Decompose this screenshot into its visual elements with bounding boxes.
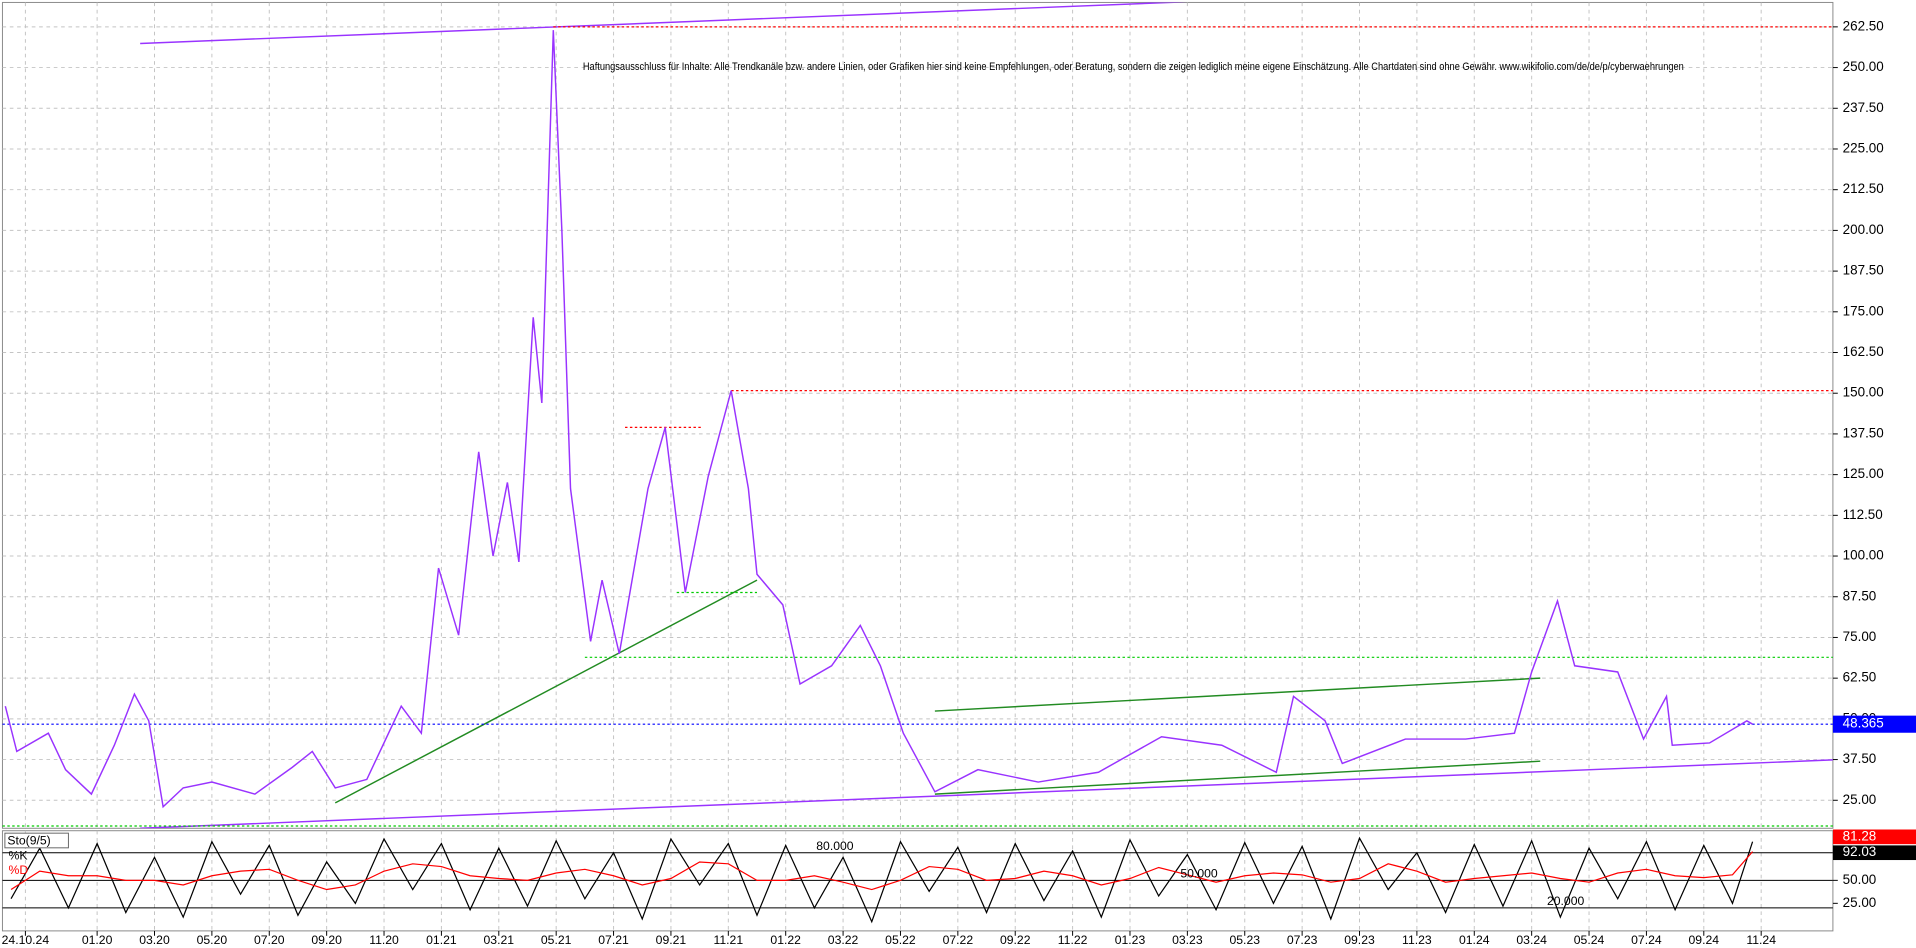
x-tick-label: 24.10.24 bbox=[2, 933, 50, 947]
series-line bbox=[10, 851, 1754, 891]
value-label: 81.28 bbox=[1843, 828, 1877, 843]
legend-k: %K bbox=[9, 849, 28, 863]
y-tick-label: 62.50 bbox=[1843, 670, 1877, 685]
x-tick-label: 01.23 bbox=[1115, 933, 1146, 947]
x-tick-label: 03.21 bbox=[484, 933, 515, 947]
x-tick-label: 11.21 bbox=[713, 933, 743, 947]
level-label: 80.000 bbox=[816, 839, 854, 853]
y-tick-label: 162.50 bbox=[1843, 344, 1884, 359]
trend-line bbox=[140, 2, 1188, 45]
x-tick-label: 07.20 bbox=[254, 933, 285, 947]
x-tick-label: 09.23 bbox=[1344, 933, 1375, 947]
y-tick-label: 262.50 bbox=[1843, 18, 1884, 33]
level-label: 50.000 bbox=[1180, 866, 1218, 880]
x-tick-label: 01.24 bbox=[1459, 933, 1490, 947]
y-tick-label: 25.00 bbox=[1843, 792, 1877, 807]
y-tick-label: 175.00 bbox=[1843, 303, 1884, 318]
x-tick-label: 07.24 bbox=[1631, 933, 1662, 947]
x-tick-label: 05.24 bbox=[1574, 933, 1605, 947]
trend-line bbox=[934, 677, 1541, 712]
y-tick-label: 125.00 bbox=[1843, 466, 1884, 481]
x-tick-label: 05.22 bbox=[885, 933, 916, 947]
y-tick-label: 87.50 bbox=[1843, 588, 1877, 603]
disclaimer: Haftungsausschluss für Inhalte: Alle Tre… bbox=[583, 61, 1684, 73]
indicator-title: Sto(9/5) bbox=[7, 833, 50, 847]
value-box bbox=[1832, 829, 1916, 845]
price-box bbox=[1832, 715, 1916, 733]
main-plot bbox=[2, 2, 1833, 829]
y-tick-label: 100.00 bbox=[1843, 548, 1884, 563]
y-tick-label: 250.00 bbox=[1843, 59, 1884, 74]
y-tick-label: 75.00 bbox=[1843, 629, 1877, 644]
x-tick-label: 11.22 bbox=[1058, 933, 1088, 947]
x-tick-label: 09.20 bbox=[311, 933, 342, 947]
x-tick-label: 03.24 bbox=[1516, 933, 1547, 947]
y-tick-label: 212.50 bbox=[1843, 181, 1884, 196]
level-label: 20.000 bbox=[1547, 894, 1585, 908]
x-tick-label: 09.22 bbox=[1000, 933, 1031, 947]
labels: 25.00 37.50 50.00 62.50 75.00 87.50 100.00 112.… bbox=[2, 18, 1916, 947]
x-tick-label: 01.21 bbox=[426, 933, 457, 947]
value-box bbox=[1832, 845, 1916, 861]
x-tick-label: 11.23 bbox=[1402, 933, 1432, 947]
x-tick-label: 03.22 bbox=[828, 933, 859, 947]
value-label: 92.03 bbox=[1843, 844, 1877, 859]
y-tick-label: 112.50 bbox=[1843, 507, 1883, 522]
legend-d: %D bbox=[9, 863, 29, 877]
x-tick-label: 03.23 bbox=[1172, 933, 1203, 947]
indicator-box bbox=[4, 832, 69, 849]
x-tick-label: 01.22 bbox=[770, 933, 801, 947]
x-tick-label: 11.20 bbox=[369, 933, 399, 947]
trend-line bbox=[140, 759, 1833, 829]
x-tick-label: 09.21 bbox=[656, 933, 687, 947]
stoch-plot bbox=[2, 830, 1833, 931]
y-tick-label: 37.50 bbox=[1843, 751, 1877, 766]
x-tick-label: 03.20 bbox=[139, 933, 170, 947]
y-tick-label: 25.00 bbox=[1843, 895, 1877, 910]
trend-line bbox=[934, 760, 1541, 795]
y-tick-label: 237.50 bbox=[1843, 100, 1884, 115]
x-tick-label: 07.21 bbox=[598, 933, 629, 947]
y-tick-label: 50.00 bbox=[1843, 872, 1877, 887]
y-tick-label: 137.50 bbox=[1843, 425, 1884, 440]
x-tick-label: 05.20 bbox=[197, 933, 228, 947]
x-tick-label: 09.24 bbox=[1689, 933, 1720, 947]
y-tick-label: 200.00 bbox=[1843, 222, 1884, 237]
main-panel bbox=[1, 1, 1834, 829]
x-tick-label: 05.21 bbox=[541, 933, 572, 947]
trend-line bbox=[334, 579, 758, 804]
series-line bbox=[4, 30, 1753, 809]
x-tick-label: 11.24 bbox=[1746, 933, 1776, 947]
y-tick-label: 187.50 bbox=[1843, 263, 1884, 278]
x-tick-label: 07.22 bbox=[943, 933, 974, 947]
price-label: 48.365 bbox=[1843, 716, 1884, 731]
series-line bbox=[10, 836, 1754, 924]
y-tick-label: 225.00 bbox=[1843, 141, 1884, 156]
x-tick-label: 05.23 bbox=[1229, 933, 1260, 947]
y-tick-label: 150.00 bbox=[1843, 385, 1884, 400]
x-tick-label: 01.20 bbox=[82, 933, 113, 947]
x-tick-label: 07.23 bbox=[1287, 933, 1318, 947]
